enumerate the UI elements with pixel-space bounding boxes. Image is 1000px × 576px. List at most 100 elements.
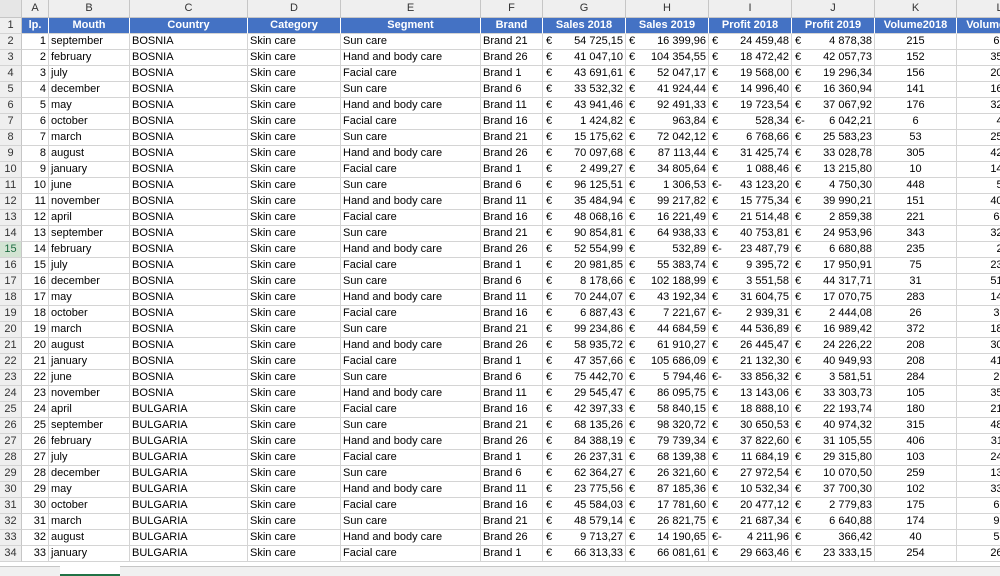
column-header-L[interactable]: L (957, 0, 1000, 18)
cell-category[interactable]: Skin care (248, 114, 341, 130)
cell-volume-2018[interactable]: 180 (875, 402, 957, 418)
cell-month[interactable]: march (49, 130, 130, 146)
cell-month[interactable]: november (49, 386, 130, 402)
cell-volume-2019[interactable]: 210 (957, 402, 1000, 418)
cell-profit-2019[interactable]: €33 303,73 (792, 386, 875, 402)
header-segment[interactable]: Segment (341, 18, 481, 34)
cell-profit-2019[interactable]: €37 700,30 (792, 482, 875, 498)
cell-profit-2019[interactable]: €23 333,15 (792, 546, 875, 562)
cell-profit-2018[interactable]: €6 768,66 (709, 130, 792, 146)
cell-brand[interactable]: Brand 26 (481, 242, 543, 258)
cell-volume-2018[interactable]: 103 (875, 450, 957, 466)
cell-month[interactable]: december (49, 274, 130, 290)
cell-segment[interactable]: Sun care (341, 418, 481, 434)
cell-month[interactable]: september (49, 226, 130, 242)
cell-volume-2019[interactable]: 311 (957, 434, 1000, 450)
cell-sales-2018[interactable]: €8 178,66 (543, 274, 626, 290)
cell-volume-2019[interactable]: 356 (957, 50, 1000, 66)
cell-brand[interactable]: Brand 6 (481, 370, 543, 386)
cell-volume-2019[interactable]: 54 (957, 530, 1000, 546)
cell-sales-2019[interactable]: €5 794,46 (626, 370, 709, 386)
cell-profit-2019[interactable]: €3 581,51 (792, 370, 875, 386)
cell-profit-2019[interactable]: €4 750,30 (792, 178, 875, 194)
cell-volume-2019[interactable]: 265 (957, 546, 1000, 562)
spreadsheet-grid[interactable]: A B C D E F G H I J K L 1 lp. Mouth Coun… (0, 0, 1000, 562)
cell-segment[interactable]: Sun care (341, 130, 481, 146)
cell-sales-2019[interactable]: €99 217,82 (626, 194, 709, 210)
cell-category[interactable]: Skin care (248, 34, 341, 50)
cell-lp[interactable]: 10 (22, 178, 49, 194)
cell-volume-2018[interactable]: 53 (875, 130, 957, 146)
cell-lp[interactable]: 26 (22, 434, 49, 450)
cell-month[interactable]: september (49, 418, 130, 434)
cell-sales-2018[interactable]: €96 125,51 (543, 178, 626, 194)
cell-volume-2018[interactable]: 406 (875, 434, 957, 450)
cell-sales-2019[interactable]: €532,89 (626, 242, 709, 258)
cell-brand[interactable]: Brand 26 (481, 146, 543, 162)
cell-sales-2019[interactable]: €41 924,44 (626, 82, 709, 98)
cell-brand[interactable]: Brand 21 (481, 226, 543, 242)
column-header-A[interactable]: A (22, 0, 49, 18)
cell-month[interactable]: november (49, 194, 130, 210)
cell-month[interactable]: february (49, 50, 130, 66)
cell-segment[interactable]: Hand and body care (341, 530, 481, 546)
cell-profit-2019[interactable]: €2 859,38 (792, 210, 875, 226)
row-number[interactable]: 28 (0, 450, 22, 466)
cell-category[interactable]: Skin care (248, 274, 341, 290)
cell-profit-2018[interactable]: €1 088,46 (709, 162, 792, 178)
cell-country[interactable]: BULGARIA (130, 498, 248, 514)
row-number[interactable]: 7 (0, 114, 22, 130)
cell-segment[interactable]: Sun care (341, 82, 481, 98)
cell-volume-2018[interactable]: 315 (875, 418, 957, 434)
cell-profit-2019[interactable]: €6 680,88 (792, 242, 875, 258)
cell-sales-2018[interactable]: €9 713,27 (543, 530, 626, 546)
cell-profit-2018[interactable]: €27 972,54 (709, 466, 792, 482)
cell-sales-2019[interactable]: €102 188,99 (626, 274, 709, 290)
cell-lp[interactable]: 14 (22, 242, 49, 258)
cell-brand[interactable]: Brand 11 (481, 386, 543, 402)
cell-volume-2018[interactable]: 141 (875, 82, 957, 98)
cell-month[interactable]: august (49, 146, 130, 162)
cell-segment[interactable]: Facial care (341, 66, 481, 82)
cell-volume-2018[interactable]: 6 (875, 114, 957, 130)
cell-sales-2019[interactable]: €963,84 (626, 114, 709, 130)
cell-sales-2018[interactable]: €29 545,47 (543, 386, 626, 402)
cell-month[interactable]: july (49, 66, 130, 82)
cell-volume-2018[interactable]: 284 (875, 370, 957, 386)
cell-sales-2019[interactable]: €79 739,34 (626, 434, 709, 450)
cell-sales-2018[interactable]: €99 234,86 (543, 322, 626, 338)
cell-profit-2018[interactable]: €44 536,89 (709, 322, 792, 338)
cell-profit-2018[interactable]: €21 132,30 (709, 354, 792, 370)
cell-profit-2018[interactable]: €14 996,40 (709, 82, 792, 98)
cell-country[interactable]: BOSNIA (130, 82, 248, 98)
cell-profit-2019[interactable]: €16 360,94 (792, 82, 875, 98)
cell-month[interactable]: july (49, 450, 130, 466)
column-header-H[interactable]: H (626, 0, 709, 18)
cell-segment[interactable]: Sun care (341, 274, 481, 290)
row-number[interactable]: 24 (0, 386, 22, 402)
cell-month[interactable]: march (49, 322, 130, 338)
cell-volume-2018[interactable]: 208 (875, 338, 957, 354)
cell-lp[interactable]: 29 (22, 482, 49, 498)
cell-lp[interactable]: 19 (22, 322, 49, 338)
cell-country[interactable]: BOSNIA (130, 258, 248, 274)
cell-volume-2018[interactable]: 372 (875, 322, 957, 338)
cell-lp[interactable]: 13 (22, 226, 49, 242)
header-profit-2019[interactable]: Profit 2019 (792, 18, 875, 34)
cell-segment[interactable]: Facial care (341, 354, 481, 370)
cell-lp[interactable]: 32 (22, 530, 49, 546)
cell-volume-2018[interactable]: 105 (875, 386, 957, 402)
cell-country[interactable]: BOSNIA (130, 34, 248, 50)
row-number[interactable]: 30 (0, 482, 22, 498)
cell-lp[interactable]: 9 (22, 162, 49, 178)
cell-segment[interactable]: Hand and body care (341, 338, 481, 354)
cell-profit-2019[interactable]: €37 067,92 (792, 98, 875, 114)
row-number[interactable]: 12 (0, 194, 22, 210)
cell-profit-2018[interactable]: €528,34 (709, 114, 792, 130)
cell-sales-2019[interactable]: €26 821,75 (626, 514, 709, 530)
row-number[interactable]: 14 (0, 226, 22, 242)
cell-volume-2019[interactable]: 169 (957, 82, 1000, 98)
cell-brand[interactable]: Brand 16 (481, 210, 543, 226)
header-volume-2018[interactable]: Volume2018 (875, 18, 957, 34)
cell-sales-2018[interactable]: €1 424,82 (543, 114, 626, 130)
